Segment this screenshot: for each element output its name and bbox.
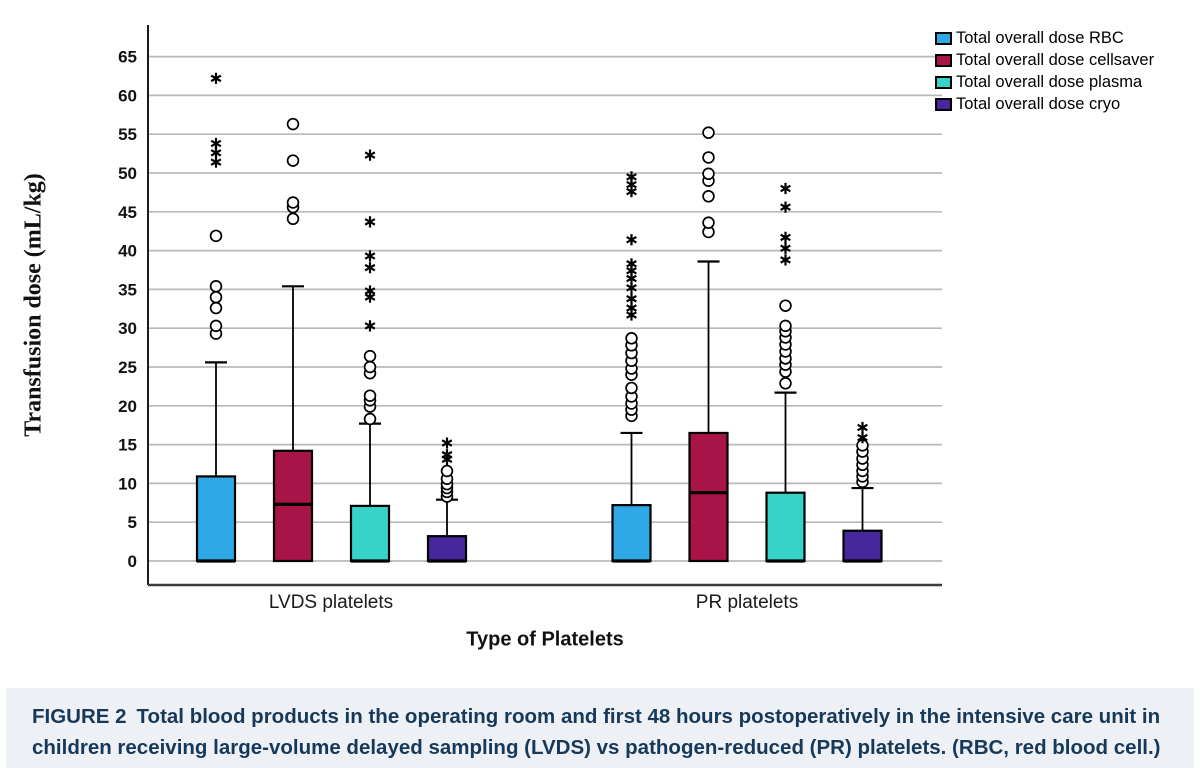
box-RBC-lvds [195,475,237,563]
outlier-star-plasma-lvds [364,262,376,274]
x-axis-title: Type of Platelets [466,628,624,651]
legend-item-cellsaver: Total overall dose cellsaver [935,49,1154,71]
x-category-pr: PR platelets [695,592,799,613]
outlier-circle-cellsaver-lvds [286,154,300,167]
box-cryo-lvds [426,535,468,563]
y-tick-label: 50 [118,164,137,183]
outlier-star-RBC-pr [626,171,637,183]
y-tick-label: 25 [118,358,137,377]
y-tick-label: 20 [118,397,137,416]
outlier-star-plasma-pr [780,201,791,213]
legend-swatch-rbc [935,31,952,45]
y-tick-label: 30 [118,319,137,338]
boxplot-canvas: 0 5 10 15 20 25 30 35 40 45 50 55 60 65 [118,25,942,587]
outlier-star-cryo-pr [857,421,868,434]
outlier-circle-plasma-lvds [363,389,377,402]
outlier-star-RBC-pr [626,293,637,305]
outlier-circle-RBC-lvds [209,280,223,293]
outlier-circle-plasma-pr [779,377,792,390]
box-cellsaver-pr [688,431,729,563]
legend-label-cryo: Total overall dose cryo [956,94,1121,113]
outlier-star-RBC-pr [626,258,637,270]
legend-swatch-plasma [935,75,952,89]
figure-caption: FIGURE 2 Total blood products in the oper… [6,688,1194,768]
outlier-circle-RBC-lvds [209,319,223,333]
legend-item-rbc: Total overall dose RBC [935,27,1154,49]
figure-caption-label: FIGURE 2 [32,705,127,728]
outlier-circle-plasma-pr [779,299,792,312]
y-tick-label: 10 [118,474,137,493]
y-tick-label: 0 [128,552,137,571]
outlier-star-cryo-lvds [441,449,453,461]
box-RBC-pr [611,504,652,563]
outlier-star-cryo-pr [857,432,868,444]
outlier-circle-RBC-lvds [209,290,223,304]
y-tick-label: 60 [118,86,137,105]
outlier-star-plasma-lvds [364,285,376,297]
outlier-circle-RBC-lvds [209,301,223,315]
legend-label-rbc: Total overall dose RBC [956,28,1124,47]
legend-label-cellsaver: Total overall dose cellsaver [956,50,1155,69]
outlier-star-plasma-lvds [364,320,376,332]
outlier-circle-RBC-pr [625,332,638,345]
outlier-circle-cryo-lvds [440,464,454,478]
outlier-circle-cellsaver-lvds [286,117,300,131]
outlier-star-plasma-lvds [364,216,376,228]
y-tick-label: 55 [118,125,137,144]
y-tick-label: 35 [118,280,137,299]
outlier-circle-cellsaver-pr [702,216,715,229]
outlier-star-plasma-pr [780,254,791,266]
box-plasma-lvds [349,504,391,563]
boxplot-chart: 0 5 10 15 20 25 30 35 40 45 50 55 60 65 Transfusion d… [20,25,1154,651]
y-tick-label: 15 [118,436,137,455]
outlier-circle-cellsaver-lvds [286,196,300,209]
outlier-circle-cellsaver-pr [702,151,715,164]
outlier-circle-plasma-lvds [363,360,377,374]
outlier-star-plasma-lvds [364,149,376,161]
y-tick-label: 65 [118,48,137,67]
chart-legend: Total overall dose RBC Total overall dos… [935,27,1154,115]
x-category-lvds: LVDS platelets [268,592,394,613]
outlier-circle-RBC-pr [625,381,638,395]
outlier-circle-cellsaver-pr [702,126,715,139]
legend-swatch-cellsaver [935,53,952,67]
outlier-circle-plasma-lvds [363,412,377,426]
outlier-circle-cellsaver-pr [702,167,715,181]
box-cryo-pr [842,529,883,563]
y-tick-label: 40 [118,242,137,261]
outlier-circle-RBC-lvds [209,229,223,243]
outlier-circle-plasma-lvds [363,349,377,363]
outlier-star-plasma-lvds [364,250,376,262]
legend-item-cryo: Total overall dose cryo [935,93,1154,115]
outlier-star-plasma-pr [780,231,791,244]
legend-item-plasma: Total overall dose plasma [935,71,1154,93]
outlier-star-RBC-lvds [210,137,222,150]
y-tick-label: 45 [118,203,137,222]
figure-caption-text: Total blood products in the operating ro… [32,705,1161,759]
outlier-star-plasma-pr [780,182,791,195]
box-plasma-pr [765,491,806,563]
outlier-star-cryo-lvds [441,437,453,449]
outlier-star-RBC-pr [626,234,637,246]
legend-swatch-cryo [935,97,952,111]
legend-label-plasma: Total overall dose plasma [956,72,1143,91]
outlier-circle-cellsaver-pr [702,190,715,203]
outlier-circle-plasma-pr [779,319,792,333]
y-tick-label: 5 [128,513,137,532]
outlier-star-RBC-lvds [210,72,222,84]
outlier-star-plasma-pr [780,242,791,254]
outlier-circle-cellsaver-lvds [286,212,300,226]
y-axis-title: Transfusion dose (mL/kg) [20,173,47,437]
